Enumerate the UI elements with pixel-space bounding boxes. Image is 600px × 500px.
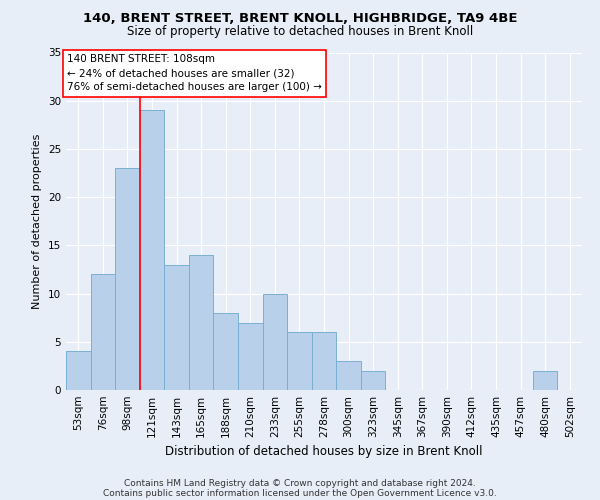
Bar bbox=[287, 332, 312, 390]
Y-axis label: Number of detached properties: Number of detached properties bbox=[32, 134, 43, 309]
Bar bbox=[312, 332, 336, 390]
Bar bbox=[189, 255, 214, 390]
Bar bbox=[140, 110, 164, 390]
Text: Contains HM Land Registry data © Crown copyright and database right 2024.: Contains HM Land Registry data © Crown c… bbox=[124, 478, 476, 488]
Text: Contains public sector information licensed under the Open Government Licence v3: Contains public sector information licen… bbox=[103, 488, 497, 498]
Bar bbox=[238, 322, 263, 390]
Bar bbox=[91, 274, 115, 390]
Text: Size of property relative to detached houses in Brent Knoll: Size of property relative to detached ho… bbox=[127, 25, 473, 38]
Bar bbox=[164, 264, 189, 390]
Bar bbox=[66, 352, 91, 390]
Text: 140, BRENT STREET, BRENT KNOLL, HIGHBRIDGE, TA9 4BE: 140, BRENT STREET, BRENT KNOLL, HIGHBRID… bbox=[83, 12, 517, 26]
Bar bbox=[533, 370, 557, 390]
Bar bbox=[263, 294, 287, 390]
Bar bbox=[336, 361, 361, 390]
Text: 140 BRENT STREET: 108sqm
← 24% of detached houses are smaller (32)
76% of semi-d: 140 BRENT STREET: 108sqm ← 24% of detach… bbox=[67, 54, 322, 92]
Bar bbox=[115, 168, 140, 390]
Bar bbox=[214, 313, 238, 390]
X-axis label: Distribution of detached houses by size in Brent Knoll: Distribution of detached houses by size … bbox=[165, 446, 483, 458]
Bar bbox=[361, 370, 385, 390]
